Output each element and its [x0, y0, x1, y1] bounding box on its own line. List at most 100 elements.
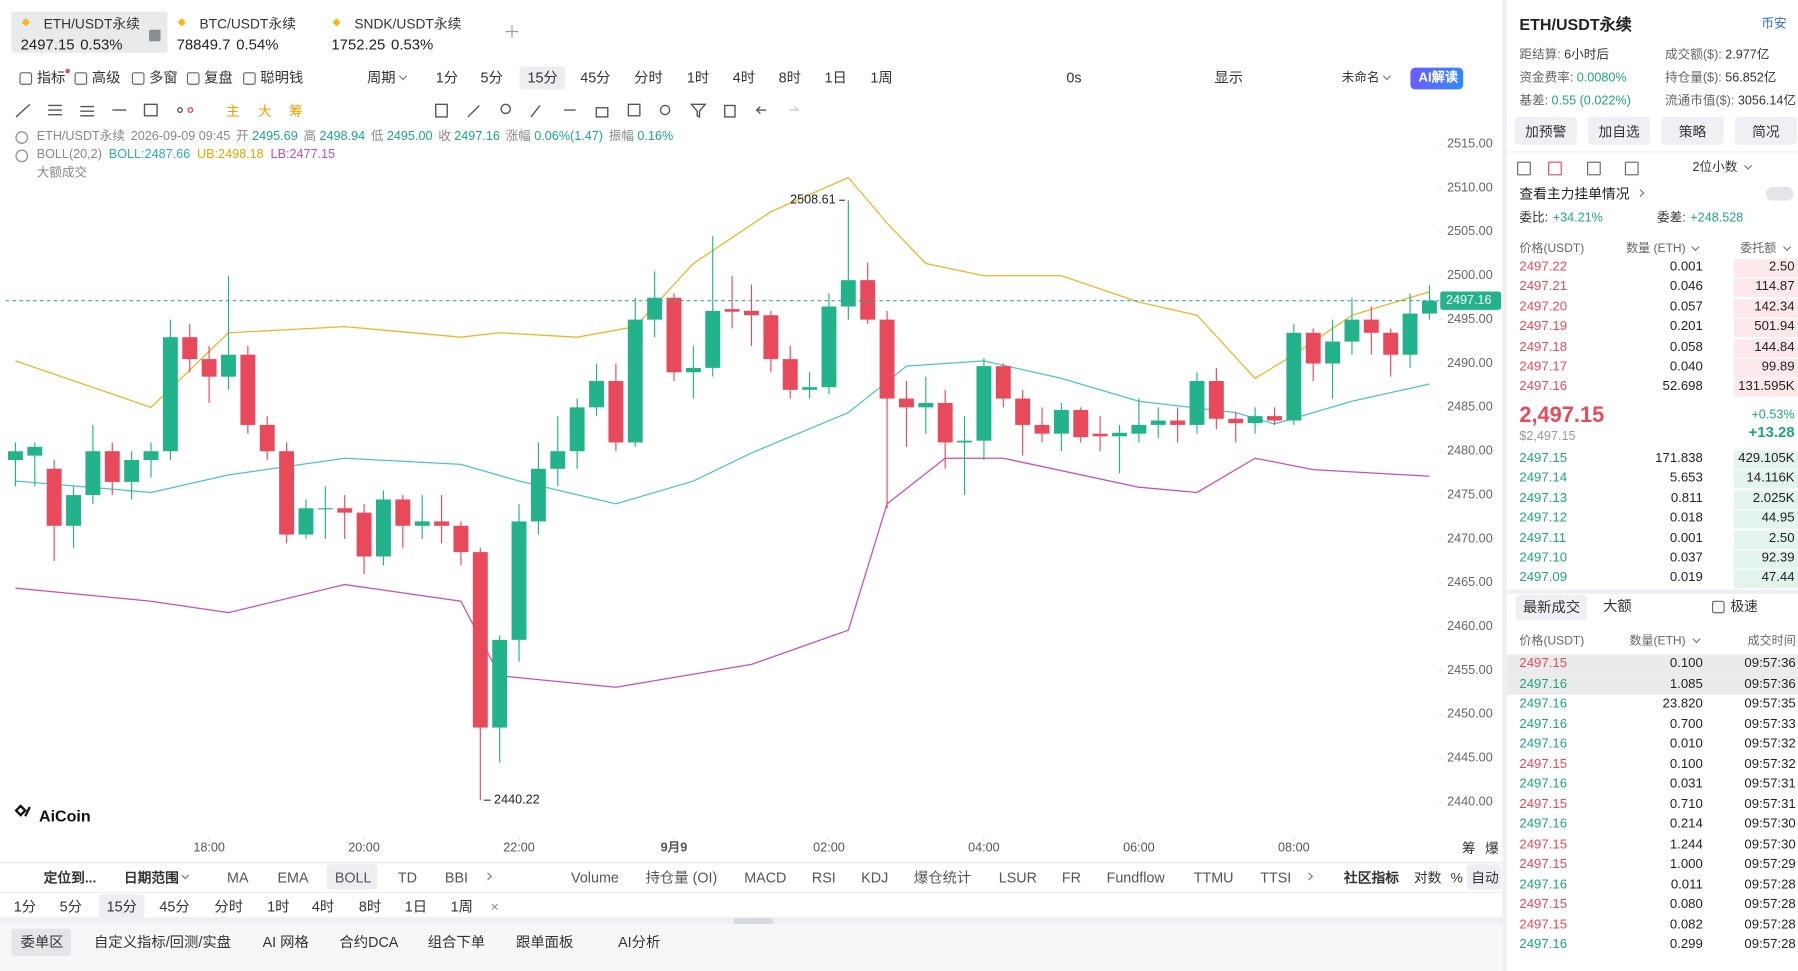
- period-button[interactable]: 周期: [366, 69, 396, 86]
- panel-button-bg[interactable]: [1661, 116, 1724, 145]
- timeframe-button[interactable]: 1分: [13, 898, 37, 915]
- active-tab: [11, 928, 72, 957]
- tab-name[interactable]: ETH/USDT永续: [43, 16, 140, 33]
- panel-button[interactable]: 加自选: [1598, 123, 1640, 140]
- tool-button[interactable]: 指标: [36, 69, 66, 86]
- book-qty: 52.698: [1662, 379, 1703, 394]
- sub-indicator-button[interactable]: Fundflow: [1106, 870, 1165, 887]
- panel-button-bg[interactable]: [1514, 116, 1577, 145]
- auto-button[interactable]: 自动: [1471, 870, 1499, 887]
- timeframe-button[interactable]: 1日: [824, 69, 847, 86]
- sub-indicator-button[interactable]: Volume: [571, 870, 619, 887]
- sub-indicator-button[interactable]: LSUR: [998, 870, 1038, 887]
- timeframe-button[interactable]: 1时: [686, 69, 710, 86]
- log-button[interactable]: 对数: [1413, 870, 1442, 887]
- add-tab-icon[interactable]: [511, 25, 513, 38]
- sub-indicator-button[interactable]: TTSI: [1260, 870, 1292, 887]
- indicator-button[interactable]: BOLL: [334, 870, 372, 887]
- panel-button-bg[interactable]: [1588, 116, 1651, 145]
- timeframe-button[interactable]: 8时: [358, 898, 382, 915]
- ai-button[interactable]: [1410, 67, 1464, 90]
- candle-body: [27, 446, 43, 456]
- divider: [0, 862, 1503, 864]
- timeframe-button[interactable]: 8时: [778, 69, 801, 86]
- timeframe-button[interactable]: 分时: [214, 898, 244, 915]
- bottom-tab[interactable]: 自定义指标/回测/实盘: [94, 934, 232, 951]
- sub-indicator-button[interactable]: FR: [1061, 870, 1081, 887]
- bottom-tab[interactable]: 跟单面板: [516, 934, 574, 951]
- close-tab-icon[interactable]: [149, 29, 161, 42]
- view-icon[interactable]: [1624, 161, 1639, 176]
- tool-button[interactable]: 复盘: [204, 69, 233, 86]
- trades-tab[interactable]: 大额: [1603, 598, 1632, 615]
- timeframe-button[interactable]: 分时: [634, 69, 663, 86]
- timeframe-button[interactable]: 45分: [580, 69, 611, 86]
- bottom-tab[interactable]: 组合下单: [427, 934, 486, 951]
- timeframe-button[interactable]: 1周: [450, 898, 473, 915]
- resize-handle[interactable]: [733, 918, 773, 924]
- book-price: 2497.20: [1519, 300, 1568, 314]
- trade-qty: 0.080: [1669, 897, 1703, 912]
- checkbox[interactable]: [1712, 600, 1725, 614]
- drawing-tool[interactable]: 大: [258, 103, 272, 120]
- timeframe-button[interactable]: 4时: [311, 898, 335, 915]
- sub-indicator-button[interactable]: KDJ: [861, 870, 889, 887]
- close-button[interactable]: ×: [490, 898, 499, 915]
- active-tab[interactable]: [11, 11, 168, 53]
- layout-button[interactable]: 未命名: [1341, 71, 1380, 85]
- timeframe-button[interactable]: 15分: [106, 898, 137, 915]
- timeframe-button[interactable]: 1分: [435, 69, 459, 86]
- sub-indicator-button[interactable]: TTMU: [1193, 870, 1234, 887]
- timeframe-button[interactable]: 1时: [267, 898, 290, 915]
- panel-button[interactable]: 策略: [1678, 123, 1707, 140]
- display-button[interactable]: 显示: [1214, 69, 1244, 86]
- percent-button[interactable]: %: [1450, 870, 1463, 887]
- exchange-link[interactable]: 币安: [1761, 17, 1787, 31]
- tool-button[interactable]: 多窗: [149, 69, 178, 86]
- date-range-button[interactable]: 日期范围: [123, 870, 179, 887]
- timeframe-button[interactable]: 5分: [480, 69, 503, 86]
- view-icon[interactable]: [1587, 161, 1601, 176]
- view-icon[interactable]: [1517, 161, 1531, 176]
- view-icon[interactable]: [1548, 161, 1562, 176]
- drawing-tool[interactable]: 主: [225, 103, 240, 120]
- sub-indicator-button[interactable]: 持仓量 (OI): [645, 870, 718, 887]
- community-button[interactable]: 社区指标: [1343, 870, 1399, 887]
- toggle[interactable]: [1765, 186, 1794, 201]
- indicator-button[interactable]: MA: [227, 870, 249, 887]
- decimals-select[interactable]: 2位小数: [1692, 160, 1738, 175]
- tab-name[interactable]: BTC/USDT永续: [199, 16, 296, 33]
- trades-tab[interactable]: 最新成交: [1522, 599, 1581, 616]
- timeframe-button[interactable]: 5分: [59, 898, 82, 915]
- panel-button-bg[interactable]: [1734, 116, 1797, 145]
- timeframe-button[interactable]: 15分: [527, 69, 558, 86]
- panel-button[interactable]: 加预警: [1525, 123, 1567, 140]
- main-orders-link[interactable]: 查看主力挂单情况: [1519, 185, 1630, 202]
- book-price: 2497.10: [1519, 551, 1568, 566]
- tool-button[interactable]: 聪明钱: [260, 69, 304, 86]
- panel-button[interactable]: 简况: [1752, 123, 1780, 140]
- indicator-button[interactable]: EMA: [277, 870, 309, 887]
- ai-label[interactable]: AI解读: [1418, 71, 1459, 85]
- indicator-button[interactable]: BBI: [444, 870, 469, 887]
- bottom-tab[interactable]: 委单区: [20, 934, 64, 951]
- timeframe-button[interactable]: 45分: [159, 898, 190, 915]
- tool-button[interactable]: 高级: [91, 69, 121, 86]
- indicator-button[interactable]: TD: [397, 870, 418, 887]
- drawing-tool[interactable]: 筹: [288, 103, 303, 120]
- bottom-tab[interactable]: AI 网格: [262, 934, 309, 951]
- bottom-tab[interactable]: AI分析: [618, 934, 661, 951]
- tab-name[interactable]: SNDK/USDT永续: [354, 16, 462, 33]
- timeframe-button[interactable]: 1周: [870, 69, 893, 86]
- sub-indicator-button[interactable]: MACD: [744, 870, 787, 887]
- bottom-tab[interactable]: 合约DCA: [339, 934, 399, 951]
- timeframe-button[interactable]: 1日: [404, 898, 428, 915]
- trade-qty: 0.082: [1669, 917, 1703, 932]
- locate-button[interactable]: 定位到...: [43, 870, 97, 887]
- sub-indicator-button[interactable]: 爆仓统计: [913, 870, 972, 887]
- candle-body: [337, 508, 353, 513]
- timeframe-button[interactable]: 4时: [732, 69, 756, 86]
- candle-body: [317, 508, 333, 510]
- sub-indicator-button[interactable]: RSI: [811, 870, 836, 887]
